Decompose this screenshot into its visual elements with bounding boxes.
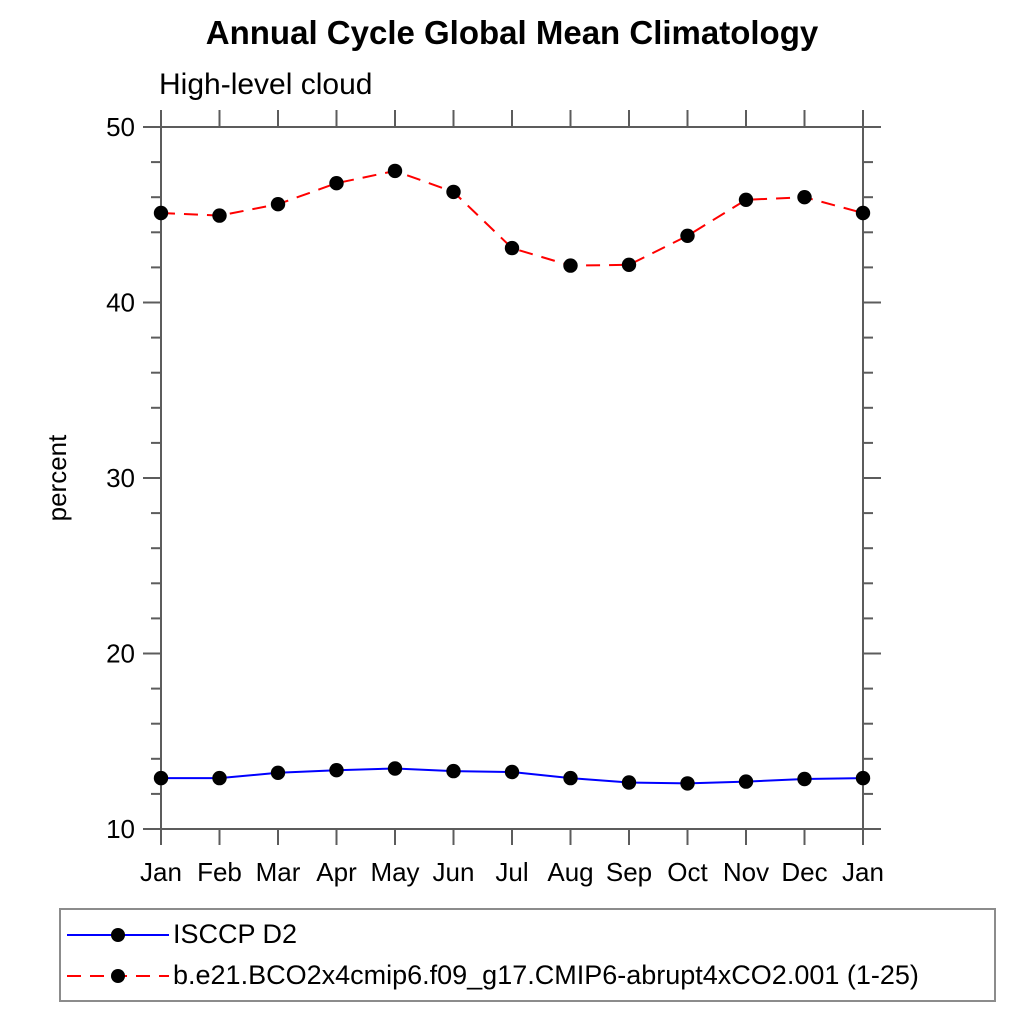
series-0-marker [738, 774, 754, 789]
series-1-marker [446, 184, 461, 200]
series-0-marker [153, 770, 169, 786]
series-0-marker [855, 770, 871, 786]
series-1-marker [329, 176, 344, 191]
legend-label-model: b.e21.BCO2x4cmip6.f09_g17.CMIP6-abrupt4x… [173, 960, 919, 990]
x-tick-label: Dec [781, 857, 827, 887]
series-1-marker [563, 258, 578, 273]
series-0-marker [270, 765, 286, 780]
x-tick-label: Oct [667, 857, 708, 887]
series-1-marker [680, 228, 695, 243]
x-tick-label: Jan [140, 857, 182, 887]
x-tick-label: May [370, 857, 419, 887]
x-tick-label: Sep [606, 857, 652, 887]
legend-sample-marker [111, 927, 125, 942]
series-1-marker [212, 208, 227, 223]
series-0-marker [563, 770, 578, 786]
y-tick-label: 30 [106, 463, 135, 493]
chart-subtitle: High-level cloud [159, 68, 373, 101]
x-tick-label: Jul [495, 857, 528, 887]
x-tick-label: Aug [547, 857, 593, 887]
x-tick-label: Nov [723, 857, 769, 887]
y-tick-label: 20 [106, 639, 135, 669]
series-0-marker [680, 776, 695, 791]
x-tick-label: Jun [433, 857, 475, 887]
series-1-marker [387, 163, 403, 179]
legend-item-isccp: ISCCP D2 [61, 914, 994, 955]
series-1-marker [855, 205, 871, 221]
legend-line-solid-icon [67, 927, 169, 942]
series-1-marker [270, 197, 286, 212]
series-0-marker [446, 763, 461, 779]
y-tick-label: 10 [106, 814, 135, 844]
legend-label-isccp: ISCCP D2 [173, 919, 298, 949]
y-tick-label: 40 [106, 288, 135, 318]
chart-title: Annual Cycle Global Mean Climatology [205, 14, 819, 51]
series-1-marker [504, 240, 520, 256]
y-axis-title: percent [42, 434, 72, 521]
series-1-marker [797, 190, 812, 205]
legend: ISCCP D2 b.e21.BCO2x4cmip6.f09_g17.CMIP6… [59, 908, 996, 1002]
x-tick-label: Feb [197, 857, 242, 887]
legend-item-model: b.e21.BCO2x4cmip6.f09_g17.CMIP6-abrupt4x… [61, 955, 994, 996]
x-tick-label: Jan [842, 857, 884, 887]
series-0-marker [212, 770, 227, 786]
x-tick-label: Mar [256, 857, 301, 887]
series-1-marker [738, 192, 754, 207]
series-0-marker [504, 764, 520, 780]
series-0-marker [797, 771, 812, 787]
legend-sample-marker [111, 968, 125, 983]
legend-line-dashed-icon [67, 968, 169, 983]
y-tick-label: 50 [106, 112, 135, 142]
series-0-marker [387, 761, 403, 776]
series-0-marker [621, 775, 637, 790]
series-0-marker [329, 763, 344, 778]
series-1-marker [153, 205, 169, 221]
series-1-marker [621, 257, 637, 272]
plot-frame [160, 126, 864, 830]
x-tick-label: Apr [316, 857, 357, 887]
